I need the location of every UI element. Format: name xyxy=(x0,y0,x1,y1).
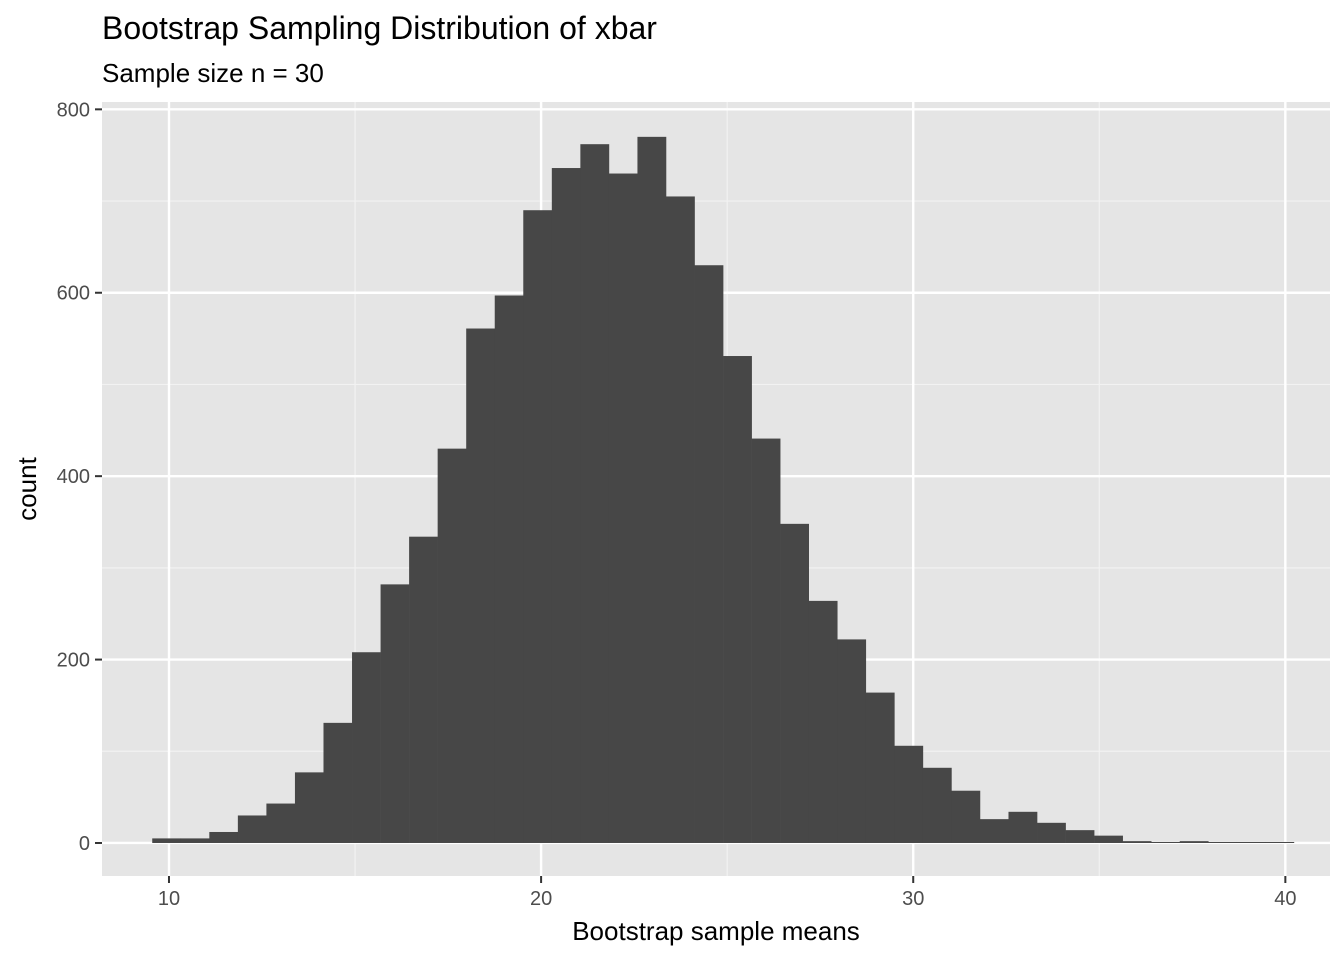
histogram-bar xyxy=(1265,841,1295,843)
histogram-bar xyxy=(780,523,809,843)
histogram-bar xyxy=(808,600,838,843)
histogram-bar xyxy=(466,328,496,843)
histogram-bar xyxy=(180,838,210,843)
histogram-bar xyxy=(894,745,924,843)
histogram-bar xyxy=(723,356,752,843)
histogram-bar xyxy=(665,196,695,843)
histogram-bar xyxy=(209,831,239,843)
histogram-bar xyxy=(352,652,381,843)
histogram-bar xyxy=(380,584,410,843)
histogram-bar xyxy=(1236,841,1266,843)
histogram-bar xyxy=(1094,835,1123,843)
histogram-bar xyxy=(694,265,724,843)
x-tick-label: 20 xyxy=(530,888,552,910)
x-axis-title: Bootstrap sample means xyxy=(572,916,860,946)
histogram-bar xyxy=(494,295,524,843)
histogram-bars xyxy=(152,136,1295,843)
histogram-bar xyxy=(580,144,610,843)
histogram-bar xyxy=(637,136,667,843)
histogram-bar xyxy=(152,838,182,843)
histogram-bar xyxy=(865,692,895,843)
y-tick-label: 400 xyxy=(57,466,90,488)
chart-subtitle: Sample size n = 30 xyxy=(102,58,324,88)
histogram-bar xyxy=(409,536,438,843)
x-tick-label: 30 xyxy=(902,888,924,910)
y-tick-label: 800 xyxy=(57,99,90,121)
histogram-bar xyxy=(523,210,553,843)
histogram-bar xyxy=(266,803,296,843)
histogram-bar xyxy=(1008,811,1038,843)
histogram-bar xyxy=(979,819,1009,843)
histogram-bar xyxy=(294,772,324,843)
histogram-bar xyxy=(837,639,867,843)
histogram-bar xyxy=(1179,841,1209,843)
chart-title: Bootstrap Sampling Distribution of xbar xyxy=(102,10,657,46)
y-tick-label: 600 xyxy=(57,283,90,305)
histogram-bar xyxy=(551,168,581,843)
histogram-bar xyxy=(751,438,781,843)
histogram-bar xyxy=(922,767,952,843)
x-tick-label: 40 xyxy=(1274,888,1296,910)
histogram-bar xyxy=(1065,830,1095,843)
histogram-bar xyxy=(1208,841,1238,843)
histogram-bar xyxy=(951,790,981,843)
y-tick-label: 200 xyxy=(57,650,90,672)
y-axis-title: count xyxy=(12,456,42,520)
histogram-bar xyxy=(1037,822,1066,843)
histogram-bar xyxy=(1122,841,1152,843)
x-axis: 10 20 30 40 xyxy=(158,876,1296,910)
histogram-bar xyxy=(323,722,353,843)
histogram-bar xyxy=(237,815,267,843)
histogram-bar xyxy=(608,173,638,843)
y-tick-label: 0 xyxy=(79,833,90,855)
histogram-bar xyxy=(437,448,467,843)
x-tick-label: 10 xyxy=(158,888,180,910)
histogram-bar xyxy=(1151,841,1181,843)
y-axis: 0 200 400 600 800 xyxy=(57,99,102,855)
